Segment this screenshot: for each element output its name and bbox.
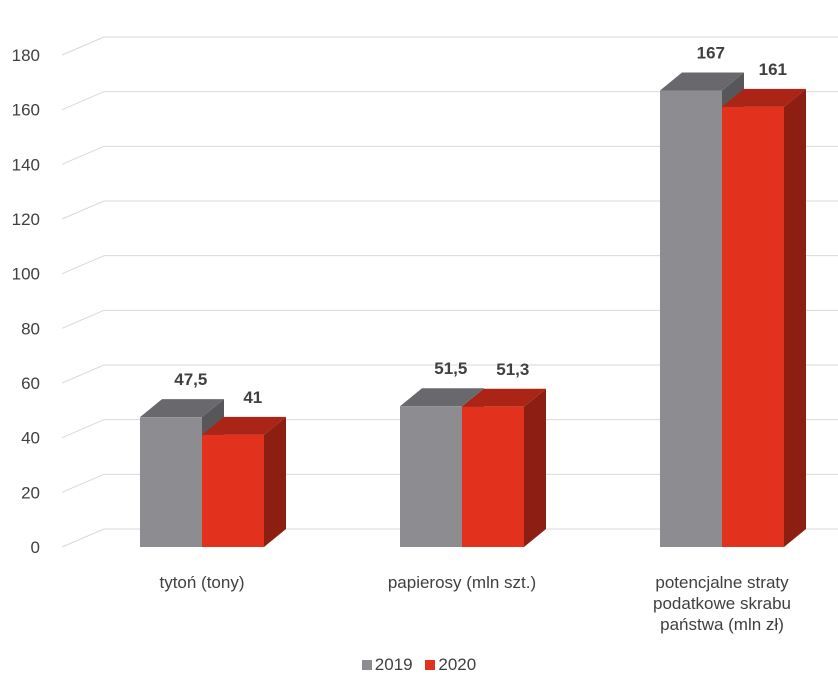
legend-item-2019: 2019 — [361, 655, 413, 675]
gridline-diag-0 — [61, 528, 105, 548]
data-label-2019-0: 47,5 — [174, 370, 207, 389]
y-tick-label-0: 0 — [31, 538, 40, 557]
y-tick-label-9: 180 — [12, 46, 40, 65]
gridline-diag-4 — [61, 309, 105, 329]
category-label-2-0: potencjalne straty — [655, 573, 789, 592]
y-tick-label-8: 160 — [12, 101, 40, 120]
bar-2020-0 — [202, 416, 286, 547]
gridline-diag-9 — [61, 36, 105, 56]
legend: 2019 2020 — [0, 655, 838, 675]
y-tick-label-7: 140 — [12, 155, 40, 174]
y-tick-label-4: 80 — [21, 319, 40, 338]
category-labels: tytoń (tony) papierosy (mln szt.) potencja… — [159, 573, 791, 634]
y-tick-label-2: 40 — [21, 429, 40, 448]
data-label-2020-1: 51,3 — [496, 360, 529, 379]
y-tick-label-3: 60 — [21, 374, 40, 393]
y-tick-label-1: 20 — [21, 483, 40, 502]
gridline-diag-1 — [61, 473, 105, 493]
y-axis-ticks: 0 20 40 60 80 100 120 140 160 180 — [12, 46, 40, 557]
legend-swatch-2020 — [425, 660, 436, 670]
bar-2020-1 — [462, 388, 546, 547]
data-label-2019-1: 51,5 — [434, 359, 467, 378]
gridline-diag-6 — [61, 200, 105, 220]
data-label-2020-0: 41 — [243, 388, 262, 407]
data-label-2020-2: 161 — [759, 60, 787, 79]
category-label-2-1: podatkowe skrabu — [653, 594, 791, 613]
data-label-2019-2: 167 — [697, 44, 725, 63]
legend-swatch-2019 — [361, 660, 372, 670]
bars — [140, 72, 806, 548]
y-tick-label-6: 120 — [12, 210, 40, 229]
gridline-diag-3 — [61, 364, 105, 384]
legend-label-2020: 2020 — [438, 655, 477, 674]
category-label-2-2: państwa (mln zł) — [660, 615, 784, 634]
gridline-diag-8 — [61, 91, 105, 111]
category-label-1-0: papierosy (mln szt.) — [388, 573, 536, 592]
legend-item-2020: 2020 — [425, 655, 476, 675]
bar-2020-2 — [722, 88, 806, 547]
legend-label-2019: 2019 — [374, 655, 413, 674]
category-label-0-0: tytoń (tony) — [159, 573, 244, 592]
data-labels: 47,5 41 51,5 51,3 167 161 — [174, 44, 787, 407]
gridline-diag-2 — [61, 419, 105, 439]
gridline-diag-7 — [61, 145, 105, 165]
gridline-diag-5 — [61, 255, 105, 275]
y-tick-label-5: 100 — [12, 265, 40, 284]
